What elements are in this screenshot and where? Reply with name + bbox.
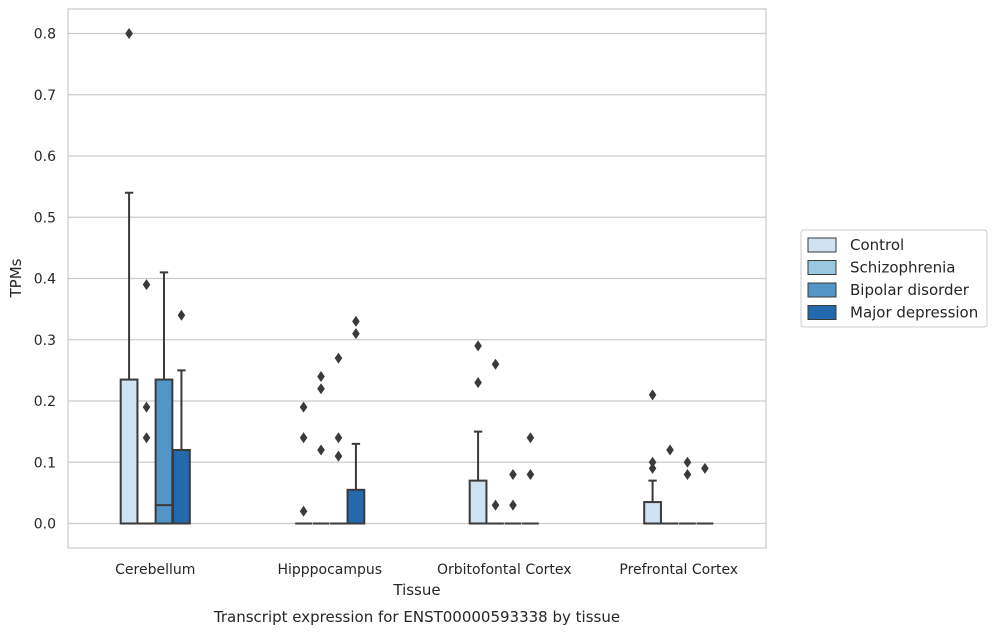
y-tick-label: 0.6 <box>34 149 56 165</box>
outlier-point <box>352 328 360 340</box>
legend-label: Major depression <box>850 304 978 322</box>
outlier-point <box>317 444 325 456</box>
boxes <box>119 28 714 525</box>
outlier-point <box>491 499 500 511</box>
outlier-point <box>334 432 343 444</box>
outlier-point <box>491 358 500 370</box>
y-tick-label: 0.4 <box>34 272 56 288</box>
box <box>643 501 662 525</box>
outlier-point <box>474 340 482 352</box>
box <box>468 479 488 525</box>
outlier-point <box>683 456 692 468</box>
box <box>154 378 174 525</box>
y-tick-label: 0.3 <box>34 333 56 349</box>
legend-label: Control <box>850 236 904 254</box>
box-group <box>154 271 174 525</box>
outlier-point <box>142 432 151 444</box>
box-group <box>468 340 488 525</box>
legend-label: Bipolar disorder <box>850 281 970 299</box>
legend-swatch <box>807 282 837 298</box>
box-group <box>661 444 679 525</box>
outlier-point <box>648 462 657 474</box>
legend-frame <box>800 229 988 328</box>
y-axis-label: TPMs <box>7 258 25 298</box>
y-tick-label: 0.2 <box>34 394 56 410</box>
plot-frame <box>67 8 767 549</box>
box-group <box>696 462 714 525</box>
box-group <box>330 352 347 525</box>
outlier-point <box>177 309 186 321</box>
box <box>172 449 191 525</box>
chart-caption: Transcript expression for ENST0000059333… <box>213 608 620 626</box>
y-tick-label: 0.7 <box>34 88 56 104</box>
box <box>346 488 366 525</box>
outlier-point <box>526 432 535 444</box>
box-group <box>295 401 312 525</box>
outlier-point <box>317 371 325 382</box>
outlier-point <box>509 499 517 511</box>
box-group <box>119 28 139 525</box>
box-group <box>487 358 504 525</box>
outlier-point <box>142 401 151 413</box>
legend-swatch <box>807 260 837 275</box>
y-tick-label: 0.8 <box>34 27 56 43</box>
y-tick-label: 0.1 <box>34 455 56 471</box>
x-tick-label: Cerebellum <box>115 562 195 578</box>
outlier-point <box>334 450 343 462</box>
x-axis-label: Tissue <box>392 581 440 599</box>
outlier-point <box>317 383 325 395</box>
legend: Control Schizophrenia Bipolar disorder Majo… <box>800 229 988 328</box>
outlier-point <box>683 469 692 480</box>
x-tick-label: Orbitofontal Cortex <box>437 562 572 578</box>
outlier-point <box>701 462 709 474</box>
legend-label: Schizophrenia <box>850 259 955 277</box>
outlier-point <box>299 505 308 517</box>
outlier-point <box>142 279 151 291</box>
legend-swatch <box>807 305 837 320</box>
outlier-point <box>526 469 535 480</box>
box-group <box>504 469 522 525</box>
y-tick-label: 0.0 <box>34 517 56 533</box>
y-tick-labels: 0.0 0.1 0.2 0.3 0.4 0.5 0.6 0.7 0.8 <box>34 27 56 533</box>
outlier-point <box>125 28 133 39</box>
outlier-point <box>648 456 657 468</box>
outlier-point <box>352 315 360 327</box>
outlier-point <box>666 444 674 456</box>
box <box>119 378 139 525</box>
outlier-point <box>299 401 308 413</box>
box-group <box>643 389 662 525</box>
box-group <box>312 371 330 525</box>
box-group <box>172 309 191 525</box>
y-tick-label: 0.5 <box>34 210 56 226</box>
x-tick-labels: Cerebellum Hipppocampus Orbitofontal Corte… <box>115 562 738 578</box>
box-group <box>679 456 696 525</box>
legend-swatch <box>807 237 837 253</box>
x-tick-label: Prefrontal Cortex <box>619 562 738 578</box>
box-group <box>138 279 155 525</box>
outlier-point <box>474 377 482 389</box>
outlier-point <box>509 469 517 480</box>
box-group <box>522 432 539 525</box>
outlier-point <box>648 389 657 401</box>
outlier-point <box>334 352 343 364</box>
x-tick-label: Hipppocampus <box>277 562 382 578</box>
box-group <box>346 315 366 525</box>
outlier-point <box>299 432 308 444</box>
